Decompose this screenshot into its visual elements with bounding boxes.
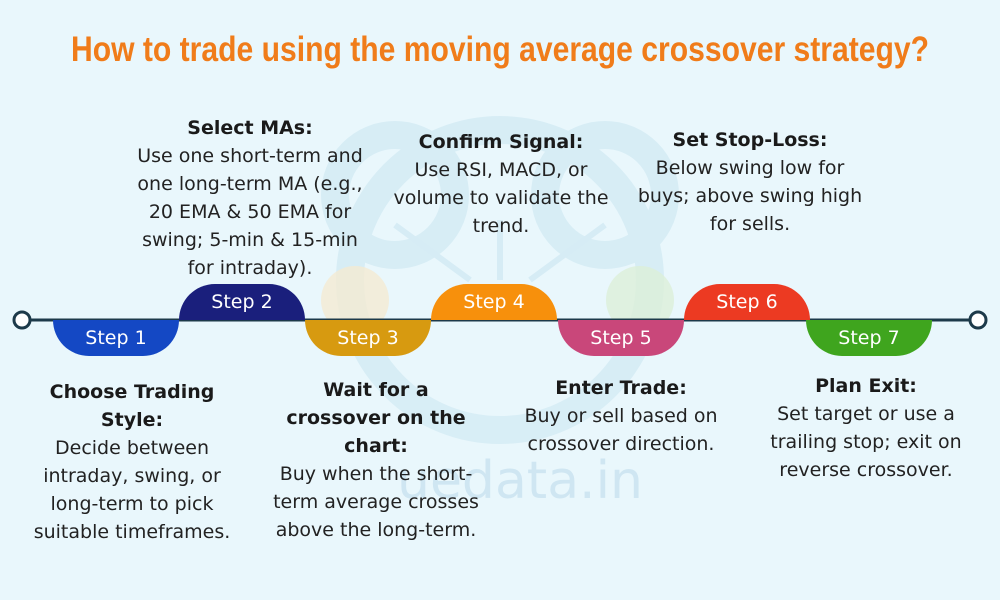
step-2-body: Use one short-term and one long-term MA … bbox=[137, 145, 363, 279]
step-7-pill: Step 7 bbox=[806, 320, 932, 356]
step-3-text: Wait for a crossover on the chart: Buy w… bbox=[268, 376, 484, 544]
step-1-pill: Step 1 bbox=[53, 320, 179, 356]
step-6-heading: Set Stop-Loss: bbox=[672, 129, 828, 151]
step-5-heading: Enter Trade: bbox=[555, 377, 687, 399]
page-title: How to trade using the moving average cr… bbox=[70, 30, 930, 69]
step-1-heading: Choose Trading Style: bbox=[49, 381, 215, 431]
step-2-heading: Select MAs: bbox=[187, 117, 313, 139]
step-2-pill: Step 2 bbox=[179, 284, 305, 320]
step-6-text: Set Stop-Loss: Below swing low for buys;… bbox=[636, 126, 864, 238]
timeline-start-dot bbox=[12, 310, 32, 330]
step-7-text: Plan Exit: Set target or use a trailing … bbox=[752, 372, 980, 484]
step-2-text: Select MAs: Use one short-term and one l… bbox=[130, 114, 370, 282]
step-4-heading: Confirm Signal: bbox=[418, 131, 584, 153]
step-5-text: Enter Trade: Buy or sell based on crosso… bbox=[508, 374, 734, 458]
step-4-text: Confirm Signal: Use RSI, MACD, or volume… bbox=[385, 128, 617, 240]
step-7-heading: Plan Exit: bbox=[815, 375, 917, 397]
step-4-pill: Step 4 bbox=[431, 284, 557, 320]
step-3-heading: Wait for a crossover on the chart: bbox=[286, 379, 466, 457]
step-1-text: Choose Trading Style: Decide between int… bbox=[18, 378, 246, 546]
step-6-body: Below swing low for buys; above swing hi… bbox=[637, 157, 863, 235]
step-4-body: Use RSI, MACD, or volume to validate the… bbox=[393, 159, 609, 237]
step-7-body: Set target or use a trailing stop; exit … bbox=[770, 403, 962, 481]
step-5-body: Buy or sell based on crossover direction… bbox=[524, 405, 718, 455]
timeline-end-dot bbox=[968, 310, 988, 330]
step-6-pill: Step 6 bbox=[684, 284, 810, 320]
step-5-pill: Step 5 bbox=[558, 320, 684, 356]
step-3-pill: Step 3 bbox=[305, 320, 431, 356]
step-1-body: Decide between intraday, swing, or long-… bbox=[33, 437, 231, 543]
step-3-body: Buy when the short-term average crosses … bbox=[273, 463, 479, 541]
